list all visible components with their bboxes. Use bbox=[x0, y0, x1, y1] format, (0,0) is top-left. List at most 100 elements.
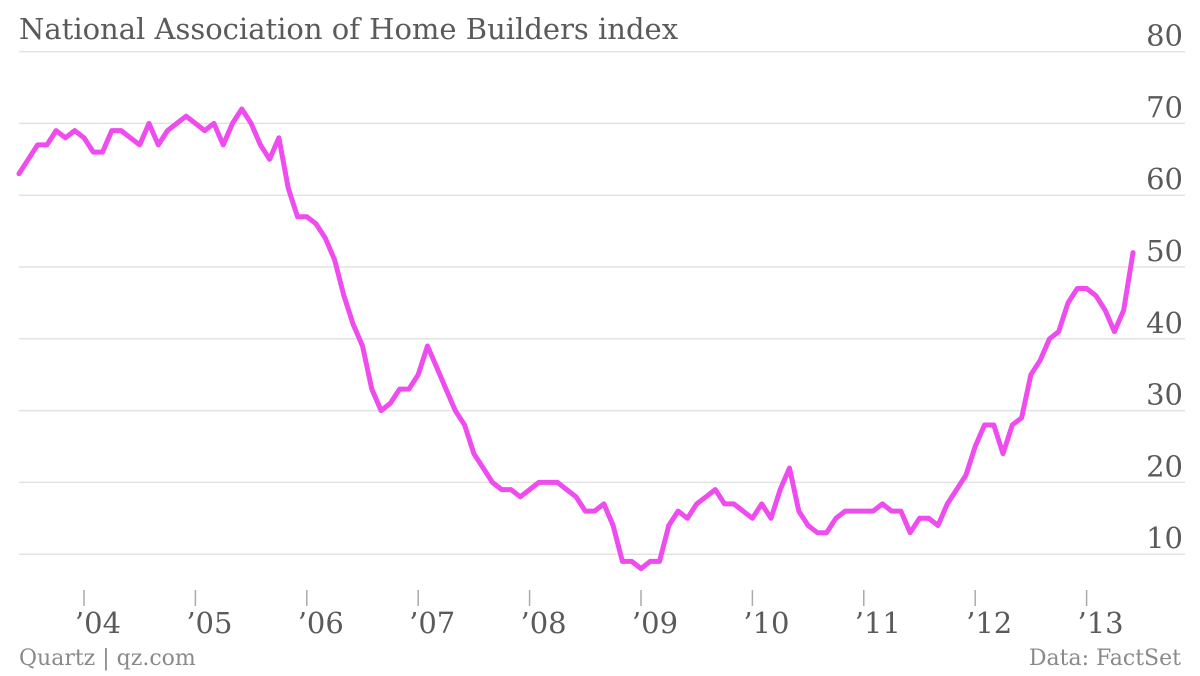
data-point bbox=[778, 487, 783, 492]
data-point bbox=[388, 401, 393, 406]
data-point bbox=[17, 171, 21, 176]
data-point bbox=[1084, 286, 1089, 291]
data-point bbox=[462, 423, 467, 427]
data-point bbox=[1001, 451, 1005, 456]
data-point bbox=[453, 408, 458, 413]
data-point bbox=[128, 135, 133, 140]
data-point bbox=[360, 344, 365, 348]
data-point bbox=[1028, 372, 1033, 377]
data-point bbox=[35, 142, 40, 147]
data-point bbox=[824, 530, 829, 535]
x-tick-label: ’12 bbox=[966, 606, 1012, 640]
data-point bbox=[694, 501, 699, 506]
data-point bbox=[1131, 250, 1135, 255]
y-tick-label: 60 bbox=[1146, 162, 1183, 196]
data-point bbox=[1010, 423, 1015, 427]
data-point bbox=[109, 128, 114, 133]
data-point bbox=[425, 344, 430, 348]
data-point bbox=[926, 516, 931, 521]
data-point bbox=[1038, 358, 1043, 363]
data-point bbox=[416, 372, 421, 377]
x-tick-label: ’09 bbox=[632, 606, 678, 640]
data-point bbox=[267, 157, 272, 162]
x-tick-label: ’10 bbox=[743, 606, 789, 640]
data-point bbox=[1019, 415, 1024, 420]
data-point bbox=[314, 221, 319, 226]
data-point bbox=[1075, 286, 1080, 291]
data-point bbox=[963, 473, 968, 478]
data-point bbox=[193, 121, 198, 126]
data-point bbox=[1047, 336, 1052, 341]
data-point bbox=[611, 523, 616, 528]
x-tick-label: ’11 bbox=[855, 606, 901, 640]
series-points bbox=[17, 107, 1135, 571]
data-point bbox=[731, 501, 736, 506]
y-tick-label: 10 bbox=[1146, 521, 1183, 555]
data-point bbox=[1112, 329, 1117, 334]
data-point bbox=[936, 523, 940, 528]
data-point bbox=[871, 509, 876, 514]
data-point bbox=[796, 509, 801, 514]
data-point bbox=[629, 559, 634, 564]
data-point bbox=[1066, 300, 1070, 305]
data-point bbox=[527, 487, 532, 492]
data-point bbox=[100, 150, 105, 155]
y-tick-label: 30 bbox=[1146, 378, 1183, 412]
data-point bbox=[741, 509, 746, 514]
data-point bbox=[843, 509, 848, 514]
x-tick-label: ’08 bbox=[521, 606, 567, 640]
data-point bbox=[239, 107, 244, 111]
data-point bbox=[202, 128, 207, 133]
data-point bbox=[369, 387, 374, 392]
data-point bbox=[954, 487, 959, 492]
data-point bbox=[481, 466, 486, 470]
data-point bbox=[546, 480, 551, 485]
data-point bbox=[509, 487, 513, 492]
data-point bbox=[490, 480, 495, 485]
data-point bbox=[1121, 308, 1126, 313]
y-tick-label: 80 bbox=[1146, 19, 1183, 53]
data-point bbox=[555, 480, 560, 485]
y-axis-ticks: 10 20 30 40 50 60 70 80 bbox=[1146, 19, 1183, 556]
data-point bbox=[704, 494, 708, 499]
y-tick-label: 50 bbox=[1146, 234, 1183, 268]
data-point bbox=[657, 559, 662, 564]
data-point bbox=[304, 214, 309, 219]
x-tick-label: ’05 bbox=[186, 606, 232, 640]
x-tick-label: ’07 bbox=[409, 606, 455, 640]
data-point bbox=[406, 387, 411, 392]
data-point bbox=[295, 214, 300, 219]
data-point bbox=[601, 501, 606, 506]
y-tick-label: 20 bbox=[1146, 449, 1183, 483]
data-point bbox=[583, 509, 588, 514]
data-point bbox=[286, 186, 291, 190]
data-point bbox=[444, 387, 448, 392]
data-point bbox=[889, 509, 894, 514]
x-tick-label: ’04 bbox=[75, 606, 121, 640]
data-point bbox=[536, 480, 541, 485]
data-point bbox=[833, 516, 838, 521]
data-point bbox=[982, 423, 987, 427]
data-point bbox=[91, 150, 96, 155]
data-point bbox=[574, 494, 578, 499]
data-point bbox=[221, 142, 226, 147]
data-point bbox=[119, 128, 124, 133]
gridlines bbox=[19, 50, 1185, 555]
data-point bbox=[861, 509, 866, 514]
data-point bbox=[769, 516, 773, 521]
data-point bbox=[815, 530, 820, 535]
data-point bbox=[806, 523, 811, 528]
data-point bbox=[174, 121, 179, 126]
data-point bbox=[620, 559, 625, 564]
data-point bbox=[518, 494, 523, 499]
data-point bbox=[1093, 293, 1098, 298]
data-point bbox=[379, 408, 384, 413]
data-point bbox=[184, 114, 189, 119]
data-point bbox=[787, 466, 792, 470]
data-point bbox=[332, 257, 337, 262]
data-point bbox=[351, 322, 356, 327]
data-point bbox=[973, 444, 978, 449]
footer-credit: Quartz | qz.com bbox=[19, 646, 196, 671]
data-point bbox=[63, 135, 68, 140]
